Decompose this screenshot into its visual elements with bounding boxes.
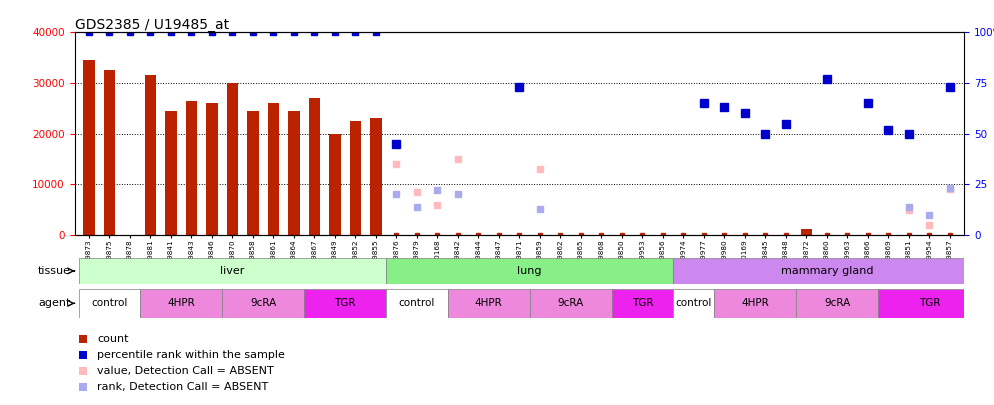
Bar [386, 289, 447, 318]
Bar [248, 111, 258, 235]
Bar [79, 289, 140, 318]
Bar [673, 289, 714, 318]
Bar [447, 289, 530, 318]
Text: tissue: tissue [38, 266, 71, 276]
Text: control: control [399, 298, 435, 308]
Text: TGR: TGR [334, 298, 356, 308]
Text: TGR: TGR [631, 298, 653, 308]
Text: 4HPR: 4HPR [167, 298, 195, 308]
Bar [288, 111, 299, 235]
Bar [801, 229, 812, 235]
Text: mammary gland: mammary gland [780, 266, 873, 276]
Bar [386, 258, 673, 283]
Bar [304, 289, 386, 318]
Bar [140, 289, 222, 318]
Text: lung: lung [517, 266, 542, 276]
Bar [222, 289, 304, 318]
Bar [165, 111, 177, 235]
Bar [79, 258, 386, 283]
Text: 9cRA: 9cRA [558, 298, 583, 308]
Bar [350, 121, 361, 235]
Text: 9cRA: 9cRA [250, 298, 276, 308]
Text: 9cRA: 9cRA [824, 298, 850, 308]
Bar [878, 289, 980, 318]
Bar [267, 103, 279, 235]
Bar [370, 119, 382, 235]
Bar [329, 134, 341, 235]
Text: control: control [91, 298, 127, 308]
Text: 4HPR: 4HPR [742, 298, 769, 308]
Text: TGR: TGR [918, 298, 940, 308]
Text: GDS2385 / U19485_at: GDS2385 / U19485_at [75, 18, 229, 32]
Text: agent: agent [38, 298, 71, 308]
Bar [530, 289, 611, 318]
Bar [309, 98, 320, 235]
Bar [673, 258, 980, 283]
Bar [206, 103, 218, 235]
Text: control: control [675, 298, 712, 308]
Text: rank, Detection Call = ABSENT: rank, Detection Call = ABSENT [97, 382, 268, 392]
Bar [145, 75, 156, 235]
Bar [714, 289, 796, 318]
Bar [611, 289, 673, 318]
Text: liver: liver [221, 266, 245, 276]
Text: 4HPR: 4HPR [475, 298, 503, 308]
Bar [186, 101, 197, 235]
Bar [83, 60, 94, 235]
Text: percentile rank within the sample: percentile rank within the sample [97, 350, 285, 360]
Bar [227, 83, 238, 235]
Bar [796, 289, 878, 318]
Bar [103, 70, 115, 235]
Text: count: count [97, 335, 128, 344]
Text: value, Detection Call = ABSENT: value, Detection Call = ABSENT [97, 366, 273, 376]
